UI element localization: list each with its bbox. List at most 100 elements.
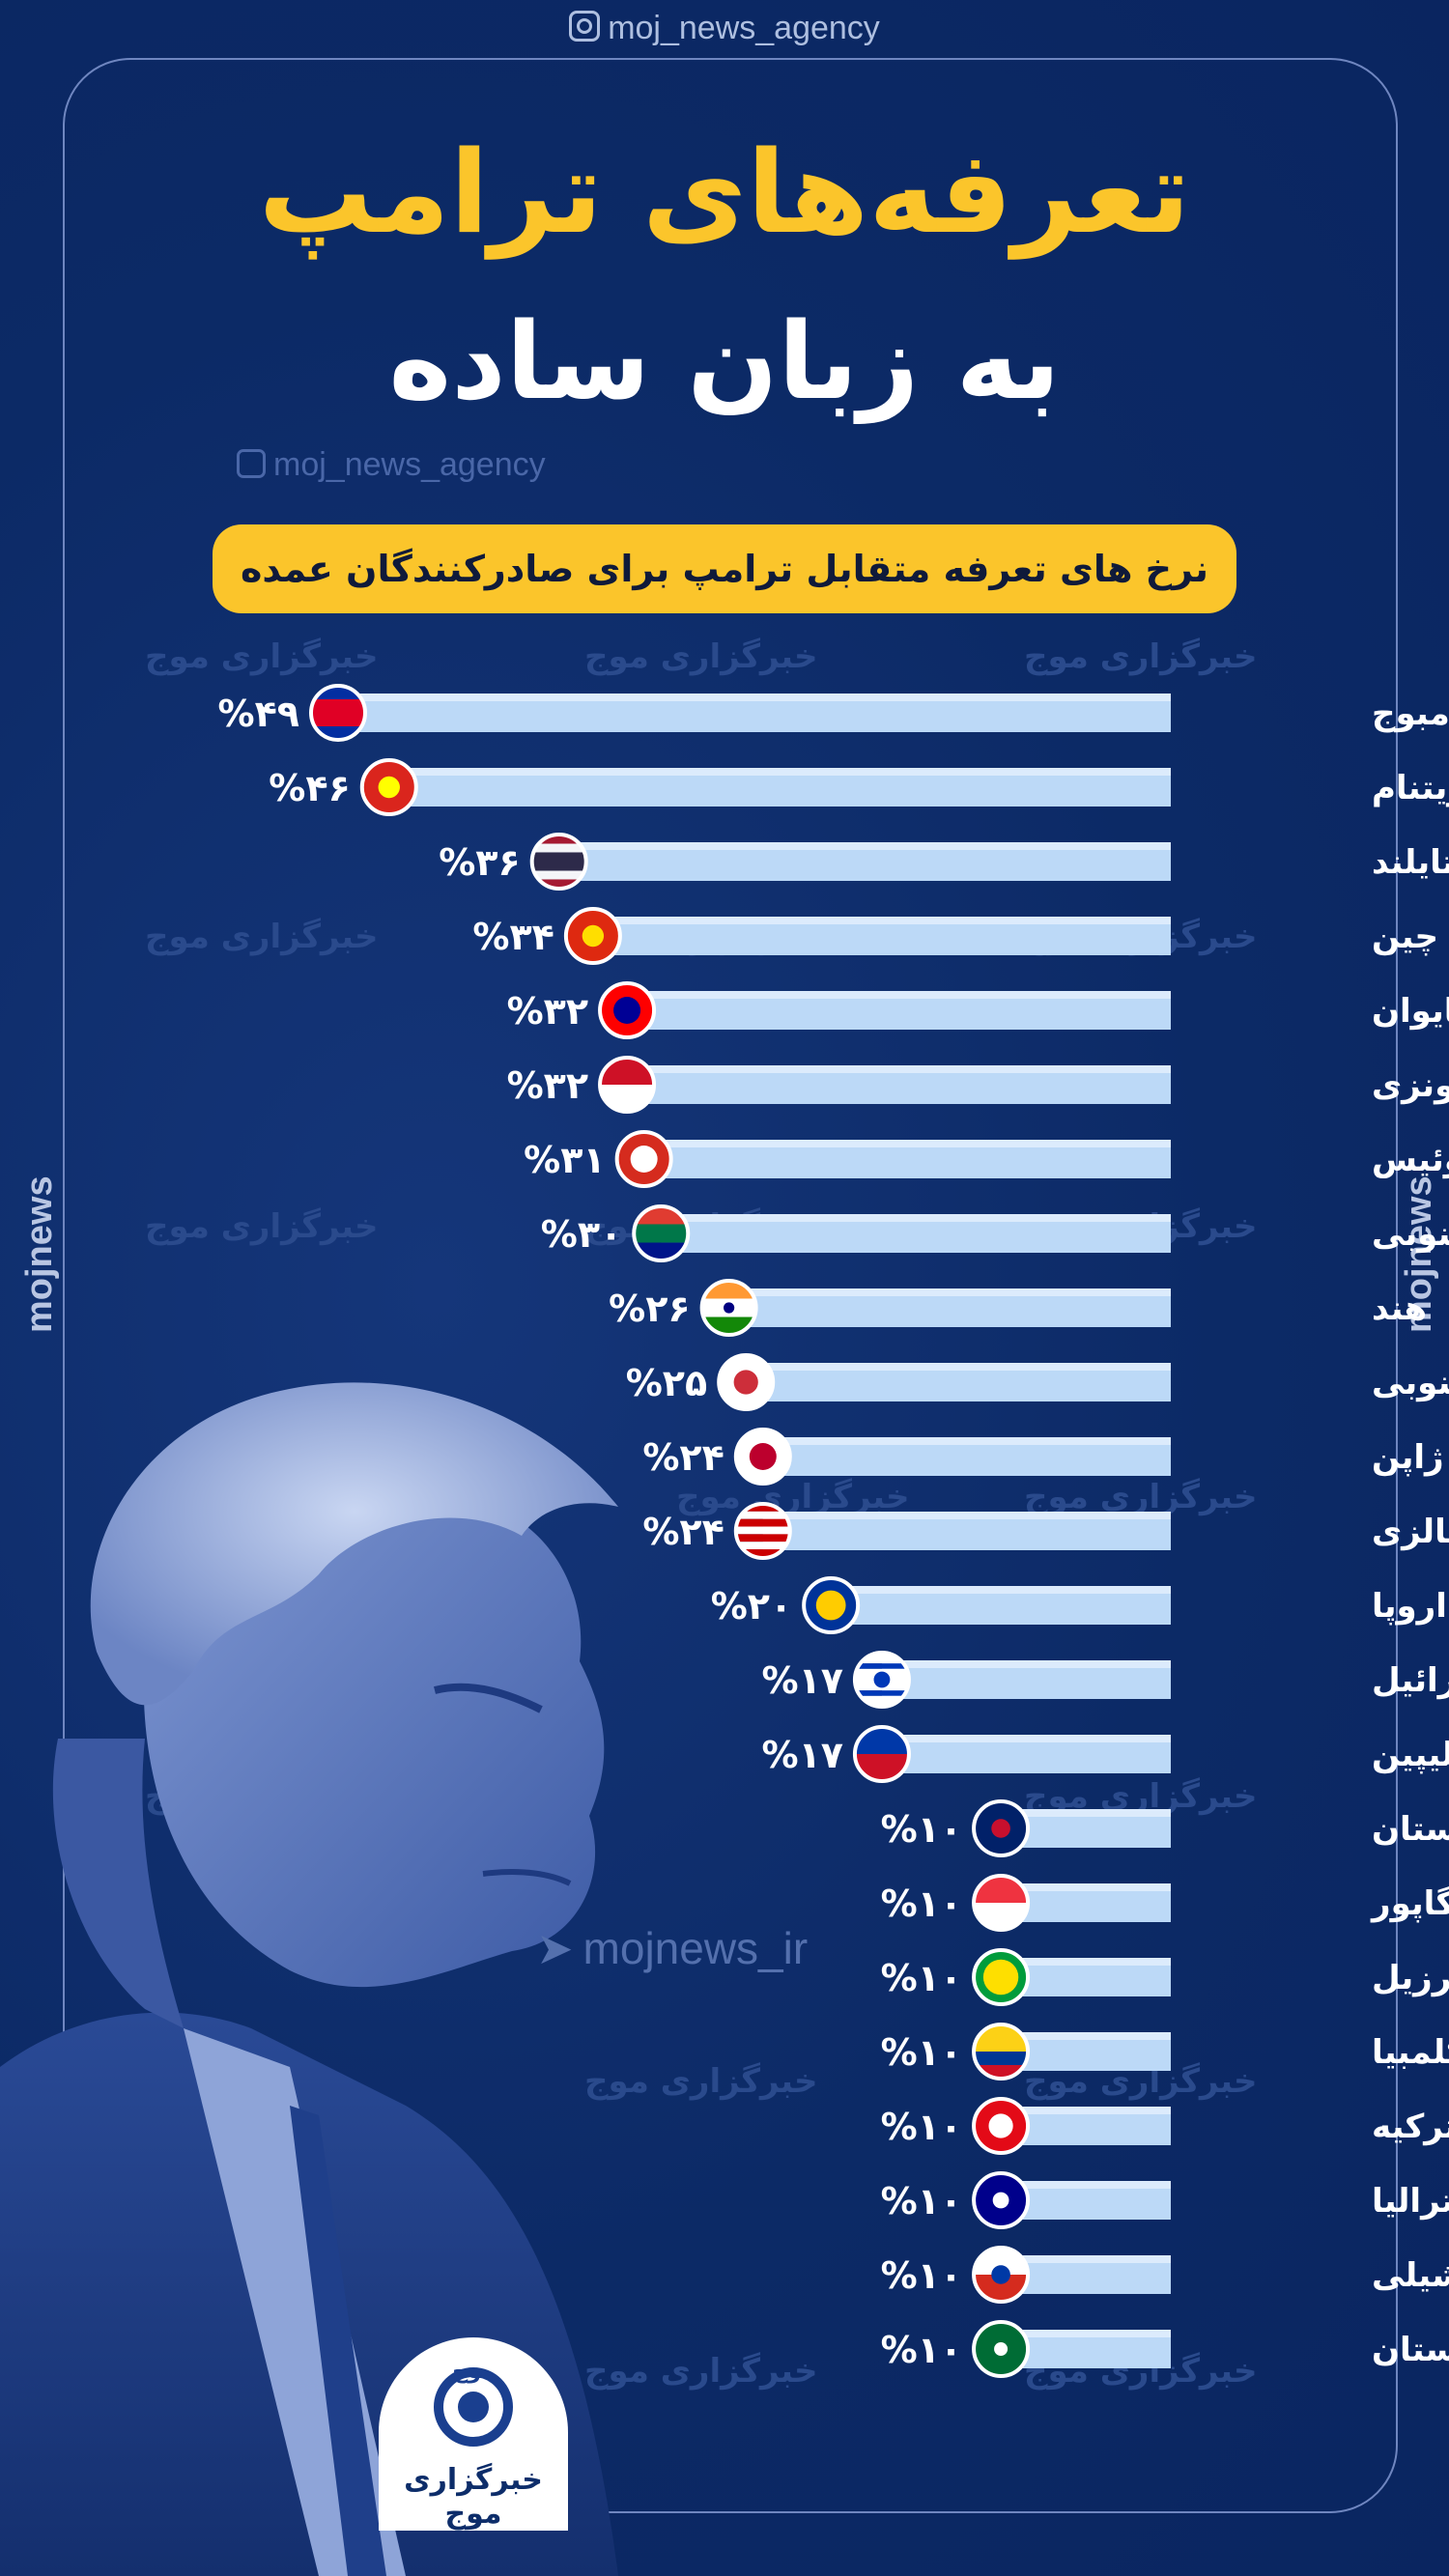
value-label: %۳۲ bbox=[507, 990, 588, 1033]
value-label: %۱۰ bbox=[881, 2254, 962, 2297]
value-label: %۱۰ bbox=[881, 1808, 962, 1851]
flag-ring bbox=[632, 1204, 691, 1262]
flag-ring bbox=[733, 1502, 792, 1560]
title-line-1: تعرفه‌های ترامپ bbox=[258, 126, 1191, 259]
flag-emblem bbox=[630, 1146, 658, 1173]
flag-ring bbox=[852, 1725, 911, 1783]
value-label: %۳۶ bbox=[439, 841, 520, 884]
bar-highlight bbox=[643, 1140, 1171, 1147]
bar-highlight bbox=[338, 694, 1171, 701]
bar-highlight bbox=[1001, 1883, 1171, 1891]
bar-highlight bbox=[627, 1065, 1171, 1073]
category-label: ترکیه bbox=[1372, 2108, 1449, 2146]
value-label: %۴۹ bbox=[218, 693, 299, 735]
flag-ring bbox=[598, 981, 657, 1039]
value-label: %۱۰ bbox=[881, 1882, 962, 1925]
category-label: کامبوج bbox=[1372, 694, 1449, 733]
flag-ring bbox=[972, 2097, 1031, 2155]
category-label: سنگاپور bbox=[1370, 1884, 1449, 1923]
bar-highlight bbox=[592, 917, 1171, 924]
flag-emblem bbox=[733, 1370, 758, 1395]
category-label: انگلستان bbox=[1372, 1810, 1449, 1849]
value-label: %۳۲ bbox=[507, 1064, 588, 1107]
category-label: ویتنام bbox=[1372, 769, 1449, 807]
flag-ring bbox=[972, 1799, 1031, 1857]
flag-stripe bbox=[531, 870, 586, 880]
category-label: عربستان bbox=[1372, 2331, 1449, 2369]
flag-ring bbox=[614, 1130, 673, 1188]
value-label: %۲۰ bbox=[711, 1585, 792, 1628]
watermark-handle-text: moj_news_agency bbox=[273, 446, 546, 483]
content-frame bbox=[63, 58, 1398, 2513]
flag-ring bbox=[563, 907, 622, 965]
flag-stripe bbox=[854, 1663, 909, 1669]
flag-ring bbox=[733, 1428, 792, 1486]
watermark: خبرگزاری موج bbox=[1024, 1478, 1258, 1516]
category-label: اندونزی bbox=[1372, 1066, 1449, 1105]
flag-ring bbox=[717, 1353, 776, 1411]
portrait-illustration bbox=[0, 1382, 618, 2576]
bar-highlight bbox=[1001, 1809, 1171, 1817]
category-label: ژاپن bbox=[1372, 1438, 1444, 1477]
value-label: %۲۵ bbox=[626, 1362, 707, 1404]
category-label: مالزی bbox=[1372, 1513, 1449, 1551]
category-label: کلمبیا bbox=[1372, 2033, 1449, 2072]
flag-stripe bbox=[854, 1754, 909, 1781]
flag-ring bbox=[529, 833, 588, 891]
flag-stripe bbox=[854, 1653, 909, 1664]
bar-highlight bbox=[762, 1512, 1171, 1519]
thailand-flag-icon bbox=[531, 835, 586, 889]
flag-stripe bbox=[974, 1903, 1029, 1930]
flag-emblem bbox=[988, 2113, 1013, 2138]
flag-emblem bbox=[582, 924, 605, 948]
bar-highlight bbox=[881, 1660, 1171, 1668]
flag-stripe bbox=[735, 1511, 790, 1519]
flag-stripe bbox=[735, 1534, 790, 1543]
bar-highlight bbox=[388, 768, 1171, 776]
watermark: خبرگزاری موج bbox=[1024, 637, 1258, 676]
flag-ring bbox=[972, 2246, 1031, 2304]
category-label: اتحادیه اروپا bbox=[1372, 1587, 1449, 1626]
category-label: اسرائیل bbox=[1372, 1661, 1449, 1700]
logo-mark-text: موج bbox=[452, 2360, 494, 2384]
watermark-handle: moj_news_agency bbox=[237, 446, 546, 484]
malaysia-flag-icon bbox=[735, 1504, 790, 1558]
bar-highlight bbox=[627, 991, 1171, 999]
bar-highlight bbox=[558, 842, 1171, 850]
watermark: خبرگزاری موج bbox=[145, 1207, 379, 1246]
flag-stripe bbox=[854, 1690, 909, 1696]
value-label: %۱۷ bbox=[761, 1734, 842, 1776]
flag-emblem bbox=[994, 2342, 1009, 2356]
category-label: استرالیا bbox=[1372, 2182, 1449, 2221]
flag-emblem bbox=[992, 2192, 1009, 2209]
value-label: %۱۰ bbox=[881, 1957, 962, 1999]
flag-ring bbox=[852, 1651, 911, 1709]
bar-highlight bbox=[1001, 2107, 1171, 2114]
flag-stripe bbox=[735, 1549, 790, 1558]
bar-highlight bbox=[661, 1214, 1171, 1222]
bar-highlight bbox=[1001, 1958, 1171, 1966]
bar-highlight bbox=[881, 1735, 1171, 1742]
flag-emblem bbox=[991, 1819, 1010, 1838]
value-label: %۴۶ bbox=[269, 767, 350, 809]
watermark: خبرگزاری موج bbox=[584, 637, 818, 676]
flag-stripe bbox=[735, 1504, 790, 1512]
value-label: %۳۰ bbox=[541, 1213, 622, 1256]
flag-stripe bbox=[974, 2052, 1029, 2065]
flag-ring bbox=[309, 684, 367, 742]
category-label: چین bbox=[1372, 918, 1438, 956]
value-label: %۱۰ bbox=[881, 2106, 962, 2148]
flag-emblem bbox=[749, 1443, 777, 1470]
flag-emblem bbox=[991, 2265, 1010, 2284]
value-label: %۲۶ bbox=[609, 1288, 690, 1330]
category-label: تایلند bbox=[1372, 843, 1449, 882]
flag-ring bbox=[972, 2023, 1031, 2081]
instagram-icon bbox=[237, 449, 266, 478]
category-label: برزیل bbox=[1372, 1959, 1449, 1997]
flag-ring bbox=[802, 1576, 861, 1634]
category-label: هند bbox=[1372, 1289, 1427, 1328]
instagram-icon bbox=[569, 11, 601, 42]
flag-ring bbox=[359, 758, 418, 816]
flag-stripe bbox=[600, 1058, 655, 1085]
